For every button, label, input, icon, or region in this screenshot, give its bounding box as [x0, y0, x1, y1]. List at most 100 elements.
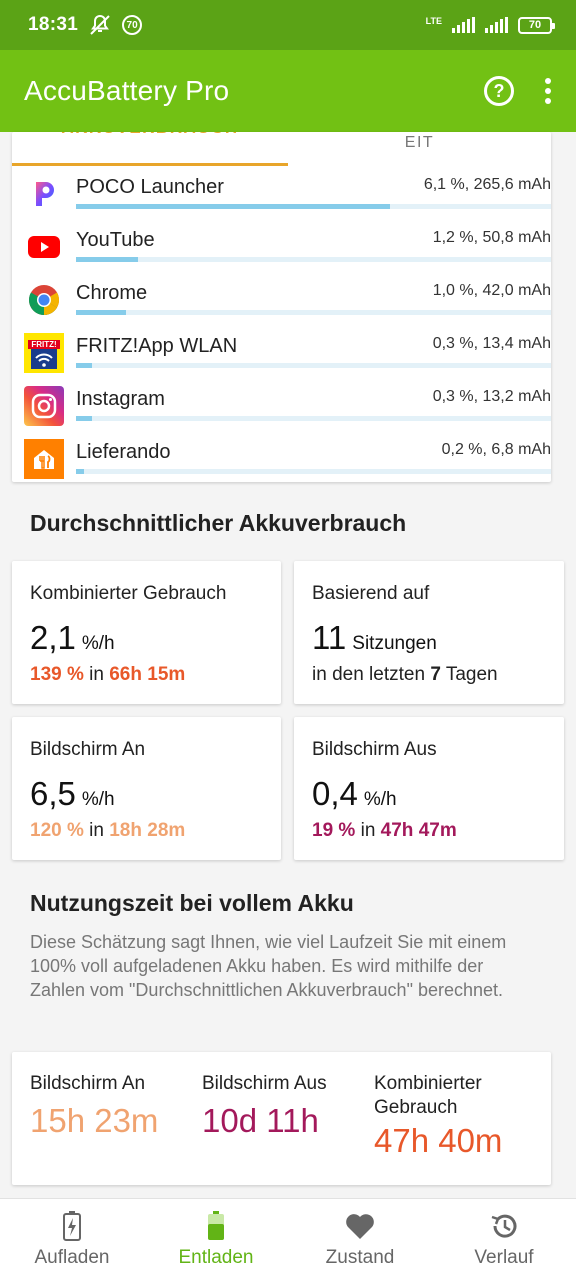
value-number: 11: [312, 619, 347, 656]
days: 7: [430, 664, 441, 685]
in-word: in: [360, 820, 376, 841]
average-section-title: Durchschnittlicher Akkuverbrauch: [30, 510, 407, 536]
full-section-title: Nutzungszeit bei vollem Akku: [30, 890, 354, 916]
app-name: Chrome: [76, 282, 148, 304]
usage-bar: [76, 310, 551, 315]
usage-bar-fill: [76, 363, 92, 368]
card-sub: 19 % in 47h 47m: [312, 820, 457, 842]
fritz-app-icon: FRITZ!: [24, 333, 64, 373]
help-circle-icon[interactable]: ?: [484, 76, 514, 106]
history-icon: [489, 1211, 519, 1241]
more-vert-icon[interactable]: [544, 78, 552, 104]
prefix: in den letzten: [312, 664, 426, 685]
usage-bar-fill: [76, 310, 126, 315]
col-value: 10d 11h: [202, 1102, 319, 1139]
usage-bar-fill: [76, 469, 85, 474]
signal-icon: [452, 17, 475, 33]
card-label: Kombinierter Gebrauch: [30, 583, 227, 604]
usage-bar: [76, 204, 551, 209]
usage-bar-fill: [76, 416, 92, 421]
app-bar: AccuBattery Pro ?: [0, 50, 576, 132]
usage-bar: [76, 416, 551, 421]
full-screen-off: Bildschirm Aus 10d 11h: [202, 1072, 327, 1140]
app-stat: 0,2 %, 6,8 mAh: [441, 441, 551, 458]
card-sub: 120 % in 18h 28m: [30, 820, 185, 842]
status-bar: 18:31 70 LTE 70: [0, 0, 576, 50]
battery-discharge-icon: [207, 1211, 225, 1241]
usage-bar: [76, 363, 551, 368]
pct: 19 %: [312, 820, 356, 841]
card-value: 0,4 %/h: [312, 775, 397, 813]
bell-muted-icon: [88, 14, 112, 36]
card-label: Bildschirm An: [30, 739, 146, 760]
app-row[interactable]: Chrome 1,0 %, 42,0 mAh: [12, 272, 551, 325]
lieferando-icon: [24, 439, 64, 479]
app-stat: 1,2 %, 50,8 mAh: [432, 229, 551, 246]
col-label: Bildschirm Aus: [202, 1073, 327, 1094]
nav-aufladen[interactable]: Aufladen: [0, 1199, 144, 1280]
app-row[interactable]: POCO Launcher 6,1 %, 265,6 mAh: [12, 166, 551, 219]
app-row[interactable]: Lieferando 0,2 %, 6,8 mAh: [12, 431, 551, 482]
bottom-navigation: Aufladen Entladen Zustand Verlauf: [0, 1198, 576, 1280]
nav-zustand[interactable]: Zustand: [288, 1199, 432, 1280]
usage-bar-fill: [76, 257, 138, 262]
signal-icon-2: [485, 17, 508, 33]
app-name: Instagram: [76, 388, 165, 410]
poco-launcher-icon: [24, 174, 64, 214]
time: 47h 47m: [380, 820, 457, 841]
pct: 139 %: [30, 664, 84, 685]
col-label: Bildschirm An: [30, 1073, 146, 1094]
in-word: in: [89, 664, 104, 685]
battery-icon: 70: [518, 16, 555, 34]
full-combined: Kombinierter Gebrauch 47h 40m: [374, 1072, 534, 1160]
nav-label: Verlauf: [474, 1247, 534, 1268]
time: 66h 15m: [109, 664, 186, 685]
value-number: 2,1: [30, 619, 76, 656]
app-stat: 0,3 %, 13,2 mAh: [432, 388, 551, 405]
tab-zeit[interactable]: EIT: [404, 134, 435, 151]
col-label: Kombinierter Gebrauch: [374, 1073, 482, 1118]
status-time: 18:31: [28, 14, 79, 35]
usage-bar-fill: [76, 204, 390, 209]
screen-on-card: Bildschirm An 6,5 %/h 120 % in 18h 28m: [12, 717, 281, 860]
app-row[interactable]: FRITZ! FRITZ!App WLAN 0,3 %, 13,4 mAh: [12, 325, 551, 378]
usage-bar: [76, 257, 551, 262]
fritz-label: FRITZ!: [28, 339, 60, 349]
tab-akkuverbrauch[interactable]: AKKUVERBRAUCH: [12, 132, 288, 152]
value-unit: %/h: [363, 789, 397, 810]
usage-tabs: AKKUVERBRAUCH EIT: [12, 132, 551, 166]
time: 18h 28m: [109, 820, 186, 841]
app-stat: 1,0 %, 42,0 mAh: [432, 282, 551, 299]
nav-label: Aufladen: [34, 1247, 110, 1268]
app-stat: 6,1 %, 265,6 mAh: [423, 176, 551, 193]
app-usage-card: AKKUVERBRAUCH EIT POCO Launcher 6,1 %, 2…: [12, 132, 551, 482]
chrome-icon: [24, 280, 64, 320]
app-name: Lieferando: [76, 441, 171, 463]
tab-indicator: [12, 163, 288, 166]
value-number: 0,4: [312, 775, 358, 812]
app-row[interactable]: Instagram 0,3 %, 13,2 mAh: [12, 378, 551, 431]
value-unit: Sitzungen: [352, 633, 437, 654]
app-name: POCO Launcher: [76, 176, 224, 198]
value-unit: %/h: [81, 789, 115, 810]
in-word: in: [89, 820, 104, 841]
card-label: Basierend auf: [312, 583, 430, 604]
battery-charging-icon: [63, 1211, 81, 1241]
col-value: 15h 23m: [30, 1102, 159, 1139]
card-value: 2,1 %/h: [30, 619, 115, 657]
card-value: 11 Sitzungen: [312, 619, 437, 657]
nav-verlauf[interactable]: Verlauf: [432, 1199, 576, 1280]
instagram-icon: [24, 386, 64, 426]
nav-entladen[interactable]: Entladen: [144, 1199, 288, 1280]
card-label: Bildschirm Aus: [312, 739, 437, 760]
app-row[interactable]: YouTube 1,2 %, 50,8 mAh: [12, 219, 551, 272]
heart-icon: [345, 1211, 375, 1241]
card-value: 6,5 %/h: [30, 775, 115, 813]
full-description: Diese Schätzung sagt Ihnen, wie viel Lau…: [30, 932, 507, 1000]
pct: 120 %: [30, 820, 84, 841]
nav-label: Entladen: [178, 1247, 254, 1268]
value-number: 6,5: [30, 775, 76, 812]
suffix: Tagen: [445, 664, 498, 685]
based-on-card: Basierend auf 11 Sitzungen in den letzten…: [294, 561, 564, 704]
value-unit: %/h: [81, 633, 115, 654]
